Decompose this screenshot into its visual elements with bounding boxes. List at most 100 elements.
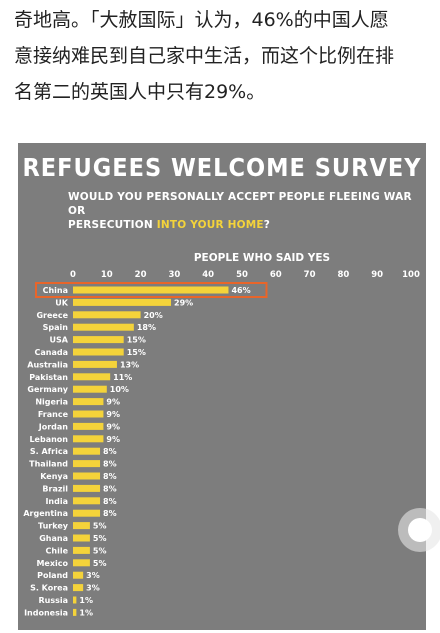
bar-canada bbox=[73, 348, 124, 356]
category-label: Russia bbox=[38, 596, 68, 605]
data-label: 8% bbox=[103, 497, 117, 506]
category-label: USA bbox=[50, 336, 69, 345]
category-label: India bbox=[45, 497, 68, 506]
category-label: Kenya bbox=[40, 472, 68, 481]
category-label: Argentina bbox=[23, 509, 68, 518]
bar-australia bbox=[73, 360, 117, 368]
category-label: Pakistan bbox=[29, 373, 68, 382]
category-label: Turkey bbox=[38, 522, 69, 531]
category-label: Australia bbox=[27, 360, 68, 369]
category-label: China bbox=[43, 286, 68, 295]
data-label: 13% bbox=[120, 360, 139, 369]
data-label: 8% bbox=[103, 484, 117, 493]
category-label: Brazil bbox=[42, 484, 68, 493]
bar-nigeria bbox=[73, 398, 104, 406]
bar-ghana bbox=[73, 534, 90, 542]
tick-label: 90 bbox=[371, 270, 383, 280]
tick-label: 100 bbox=[402, 270, 420, 280]
data-label: 8% bbox=[103, 509, 117, 518]
bar-poland bbox=[73, 571, 84, 579]
article-line-3: 名第二的英国人中只有29%。 bbox=[14, 81, 266, 103]
bar-brazil bbox=[73, 484, 101, 492]
data-label: 9% bbox=[106, 410, 120, 419]
chart-title: REFUGEES WELCOME SURVEY bbox=[22, 153, 422, 182]
category-label: Ghana bbox=[39, 534, 68, 543]
bar-indonesia bbox=[73, 608, 77, 616]
tick-label: 40 bbox=[202, 270, 214, 280]
bar-usa bbox=[73, 336, 124, 344]
bar-kenya bbox=[73, 472, 101, 480]
bar-greece bbox=[73, 311, 141, 319]
data-label: 9% bbox=[106, 435, 120, 444]
bar-chart: PEOPLE WHO SAID YES 0 10 20 30 40 50 60 70 80 90 10… bbox=[23, 252, 420, 617]
bar-argentina bbox=[73, 509, 101, 517]
category-label: Canada bbox=[35, 348, 69, 357]
data-label: 5% bbox=[93, 546, 107, 555]
bar-russia bbox=[73, 596, 77, 604]
tick-label: 50 bbox=[236, 270, 248, 280]
bar-spain bbox=[73, 323, 134, 331]
tick-label: 20 bbox=[135, 270, 147, 280]
bar-thailand bbox=[73, 460, 101, 468]
question-text-1: WOULD YOU PERSONALLY ACCEPT PEOPLE FLEEI… bbox=[68, 191, 412, 217]
category-label: S. Korea bbox=[30, 584, 68, 593]
data-label: 15% bbox=[127, 348, 146, 357]
data-label: 5% bbox=[93, 534, 107, 543]
tick-label: 80 bbox=[337, 270, 349, 280]
data-label: 3% bbox=[86, 571, 100, 580]
category-label: Spain bbox=[43, 323, 69, 332]
data-label: 1% bbox=[79, 596, 93, 605]
bar-uk bbox=[73, 298, 172, 306]
data-label: 3% bbox=[86, 584, 100, 593]
category-label: Jordan bbox=[38, 422, 69, 431]
category-label: UK bbox=[55, 298, 68, 307]
category-label: S. Africa bbox=[30, 447, 68, 456]
article-line-1: 奇地高。「大赦国际」认为，46%的中国人愿 bbox=[14, 9, 389, 31]
data-label: 9% bbox=[106, 398, 120, 407]
scroll-to-top-button[interactable] bbox=[398, 508, 440, 552]
bar-pakistan bbox=[73, 373, 111, 381]
category-label: Poland bbox=[37, 571, 68, 580]
data-label: 9% bbox=[106, 422, 120, 431]
data-label: 5% bbox=[93, 522, 107, 531]
data-label: 8% bbox=[103, 472, 117, 481]
question-end: ? bbox=[263, 219, 271, 231]
data-label: 15% bbox=[127, 336, 146, 345]
category-label: Indonesia bbox=[24, 608, 68, 617]
category-label: Thailand bbox=[29, 460, 68, 469]
data-label: 18% bbox=[137, 323, 156, 332]
category-label: Lebanon bbox=[29, 435, 68, 444]
bar-india bbox=[73, 497, 101, 505]
tick-label: 70 bbox=[304, 270, 316, 280]
bar-chile bbox=[73, 546, 90, 554]
tick-label: 10 bbox=[101, 270, 113, 280]
category-label: Chile bbox=[46, 546, 69, 555]
bar-lebanon bbox=[73, 435, 104, 443]
axis-label: PEOPLE WHO SAID YES bbox=[194, 252, 330, 264]
bar-s-africa bbox=[73, 447, 101, 455]
question-text-2: PERSECUTION bbox=[68, 219, 157, 231]
tick-label: 30 bbox=[168, 270, 180, 280]
data-label: 11% bbox=[113, 373, 132, 382]
tick-label: 60 bbox=[270, 270, 282, 280]
bar-china bbox=[73, 286, 229, 294]
category-label: Germany bbox=[27, 385, 68, 394]
category-label: Greece bbox=[36, 311, 68, 320]
bar-mexico bbox=[73, 559, 90, 567]
bar-france bbox=[73, 410, 104, 418]
survey-question: WOULD YOU PERSONALLY ACCEPT PEOPLE FLEEI… bbox=[68, 190, 418, 232]
question-highlight: INTO YOUR HOME bbox=[156, 219, 264, 231]
article-text: 奇地高。「大赦国际」认为，46%的中国人愿 意接纳难民到自己家中生活，而这个比例… bbox=[0, 0, 440, 140]
data-label: 20% bbox=[144, 311, 163, 320]
tick-label: 0 bbox=[70, 270, 76, 280]
data-label: 8% bbox=[103, 460, 117, 469]
article-line-2: 意接纳难民到自己家中生活，而这个比例在排 bbox=[14, 45, 395, 67]
data-label: 29% bbox=[174, 298, 193, 307]
data-label: 10% bbox=[110, 385, 129, 394]
bar-s-korea bbox=[73, 584, 84, 592]
category-label: Mexico bbox=[36, 559, 68, 568]
category-label: France bbox=[38, 410, 69, 419]
highlight-box bbox=[35, 282, 268, 298]
bottom-strip bbox=[0, 630, 440, 633]
bar-turkey bbox=[73, 522, 90, 530]
